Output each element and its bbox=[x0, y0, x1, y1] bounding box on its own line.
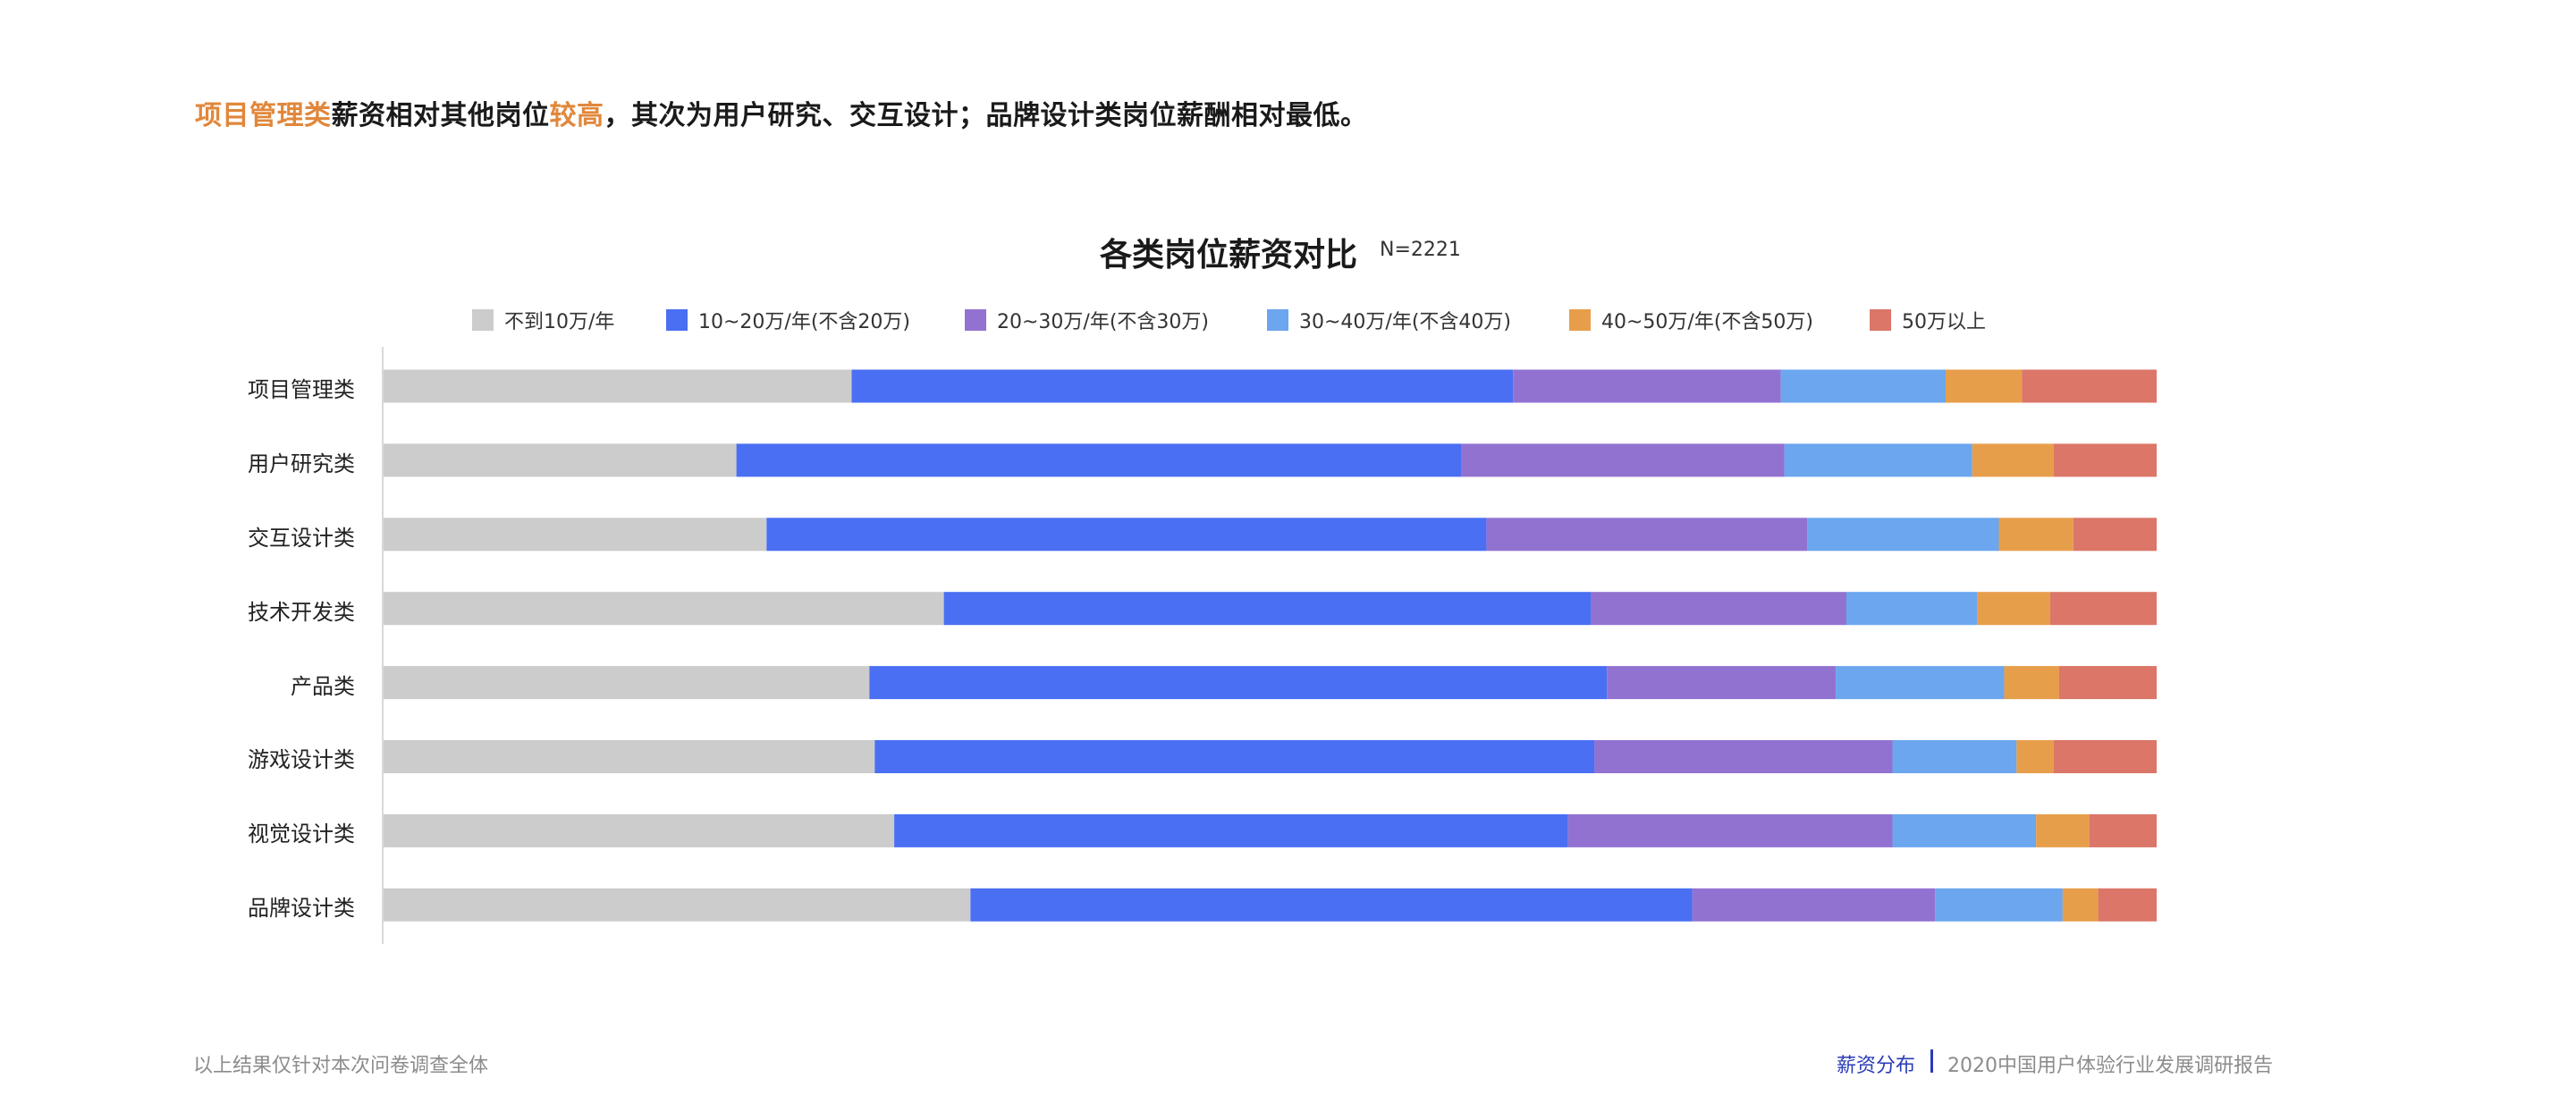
bar-segment-6-10-20w bbox=[874, 740, 1595, 773]
chart-title: 各类岗位薪资对比 bbox=[1100, 237, 1358, 274]
bar-segment-2-under-10w bbox=[384, 443, 737, 477]
bar-segment-8-40-50w bbox=[2062, 888, 2099, 922]
category-label-project-management: 项目管理类 bbox=[248, 377, 355, 402]
y-axis-line bbox=[382, 347, 384, 944]
bar-segment-4-over-50w bbox=[2050, 592, 2157, 626]
legend-item-40-50w: 40~50万/年(不含50万) bbox=[1569, 307, 1813, 333]
legend-item-under-10w: 不到10万/年 bbox=[472, 307, 614, 333]
legend-label-over-50w: 50万以上 bbox=[1902, 311, 1986, 333]
bar-segment-1-10-20w bbox=[851, 369, 1514, 403]
bar-segment-5-under-10w bbox=[384, 666, 870, 700]
footer-report-title: 2020中国用户体验行业发展调研报告 bbox=[1947, 1055, 2273, 1077]
bar-segment-7-40-50w bbox=[2036, 813, 2090, 847]
bar-segment-7-under-10w bbox=[384, 813, 895, 847]
bar-segment-4-10-20w bbox=[943, 592, 1592, 626]
legend-label-30-40w: 30~40万/年(不含40万) bbox=[1299, 311, 1511, 333]
bar-segment-1-under-10w bbox=[384, 369, 852, 403]
category-label-brand-design: 品牌设计类 bbox=[248, 896, 355, 921]
legend-label-40-50w: 40~50万/年(不含50万) bbox=[1601, 311, 1813, 333]
chart-legend: 不到10万/年 10~20万/年(不含20万) 20~30万/年(不含30万) … bbox=[0, 307, 2576, 333]
bar-segment-7-10-20w bbox=[894, 813, 1568, 847]
headline-highlight-1: 项目管理类 bbox=[195, 100, 332, 131]
legend-label-20-30w: 20~30万/年(不含30万) bbox=[997, 311, 1209, 333]
bar-segment-3-20-30w bbox=[1486, 518, 1808, 552]
legend-item-20-30w: 20~30万/年(不含30万) bbox=[965, 307, 1209, 333]
category-label-tech-dev: 技术开发类 bbox=[248, 600, 355, 625]
bar-segment-6-over-50w bbox=[2053, 740, 2157, 773]
bar-segment-8-20-30w bbox=[1692, 888, 1936, 922]
footer-section-label: 薪资分布 bbox=[1837, 1055, 1916, 1077]
legend-swatch-20-30w bbox=[965, 309, 986, 331]
bar-segment-3-40-50w bbox=[1998, 518, 2073, 552]
bar-segment-3-30-40w bbox=[1807, 518, 1999, 552]
headline-text-1: 薪资相对其他岗位 bbox=[331, 100, 550, 131]
bar-segment-5-30-40w bbox=[1836, 666, 2005, 700]
bar-segment-8-over-50w bbox=[2098, 888, 2157, 922]
legend-swatch-30-40w bbox=[1267, 309, 1288, 331]
footer-note: 以上结果仅针对本次问卷调查全体 bbox=[193, 1055, 489, 1077]
bar-segment-8-10-20w bbox=[970, 888, 1693, 922]
bar-segment-2-40-50w bbox=[1972, 443, 2054, 477]
headline: 项目管理类薪资相对其他岗位较高，其次为用户研究、交互设计；品牌设计类岗位薪酬相对… bbox=[195, 93, 1368, 132]
bar-segment-1-20-30w bbox=[1513, 369, 1781, 403]
bar-segment-6-20-30w bbox=[1594, 740, 1893, 773]
legend-swatch-under-10w bbox=[472, 309, 494, 331]
footer-divider bbox=[1930, 1049, 1933, 1073]
category-label-user-research: 用户研究类 bbox=[248, 451, 355, 476]
headline-text-2: ，其次为用户研究、交互设计；品牌设计类岗位薪酬相对最低。 bbox=[604, 100, 1368, 131]
category-label-product: 产品类 bbox=[291, 674, 355, 699]
category-label-visual-design: 视觉设计类 bbox=[248, 821, 355, 847]
bar-segment-4-40-50w bbox=[1977, 592, 2051, 626]
legend-label-under-10w: 不到10万/年 bbox=[504, 311, 615, 333]
legend-label-10-20w: 10~20万/年(不含20万) bbox=[698, 311, 910, 333]
chart-sample-size: N=2221 bbox=[1380, 239, 1461, 261]
bar-segment-1-40-50w bbox=[1946, 369, 2023, 403]
bar-segment-1-30-40w bbox=[1780, 369, 1947, 403]
bar-segment-2-10-20w bbox=[736, 443, 1462, 477]
bar-segment-6-30-40w bbox=[1892, 740, 2017, 773]
bar-segment-6-under-10w bbox=[384, 740, 875, 773]
headline-highlight-2: 较高 bbox=[549, 100, 604, 131]
bar-segment-7-30-40w bbox=[1892, 813, 2037, 847]
bar-segment-8-under-10w bbox=[384, 888, 971, 922]
bar-segment-7-20-30w bbox=[1567, 813, 1893, 847]
legend-swatch-10-20w bbox=[666, 309, 688, 331]
legend-swatch-over-50w bbox=[1870, 309, 1891, 331]
bar-segment-3-10-20w bbox=[766, 518, 1487, 552]
legend-item-over-50w: 50万以上 bbox=[1870, 307, 1986, 333]
legend-item-10-20w: 10~20万/年(不含20万) bbox=[666, 307, 910, 333]
legend-item-30-40w: 30~40万/年(不含40万) bbox=[1267, 307, 1511, 333]
bar-segment-1-over-50w bbox=[2022, 369, 2157, 403]
bar-segment-5-20-30w bbox=[1607, 666, 1837, 700]
category-label-game-design: 游戏设计类 bbox=[248, 747, 355, 772]
bar-segment-7-over-50w bbox=[2089, 813, 2157, 847]
bar-segment-5-over-50w bbox=[2058, 666, 2157, 700]
bar-segment-4-under-10w bbox=[384, 592, 944, 626]
bar-segment-5-10-20w bbox=[869, 666, 1608, 700]
bar-segment-3-under-10w bbox=[384, 518, 767, 552]
bar-segment-6-40-50w bbox=[2016, 740, 2054, 773]
bar-segment-4-20-30w bbox=[1591, 592, 1846, 626]
bar-segment-2-20-30w bbox=[1461, 443, 1785, 477]
bar-segment-3-over-50w bbox=[2073, 518, 2157, 552]
bar-segment-4-30-40w bbox=[1845, 592, 1978, 626]
legend-swatch-40-50w bbox=[1569, 309, 1591, 331]
bar-segment-5-40-50w bbox=[2004, 666, 2059, 700]
bar-segment-2-over-50w bbox=[2053, 443, 2157, 477]
category-label-interaction-design: 交互设计类 bbox=[248, 526, 355, 551]
bar-segment-8-30-40w bbox=[1935, 888, 2063, 922]
bar-segment-2-30-40w bbox=[1784, 443, 1972, 477]
